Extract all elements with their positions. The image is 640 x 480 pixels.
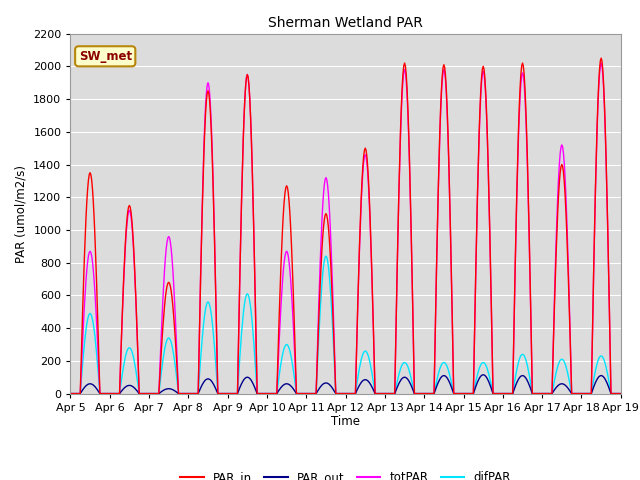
Y-axis label: PAR (umol/m2/s): PAR (umol/m2/s) bbox=[15, 165, 28, 263]
PAR_out bbox=[616, 391, 624, 396]
PAR_in bbox=[213, 351, 221, 357]
PAR_out bbox=[246, 376, 253, 382]
totPAR bbox=[564, 266, 572, 272]
Legend: PAR_in, PAR_out, totPAR, difPAR: PAR_in, PAR_out, totPAR, difPAR bbox=[175, 466, 516, 480]
PAR_in bbox=[616, 391, 624, 396]
difPAR bbox=[213, 379, 221, 384]
PAR_out bbox=[565, 387, 573, 393]
PAR_out bbox=[530, 391, 538, 396]
totPAR bbox=[616, 391, 624, 396]
PAR_in bbox=[82, 216, 90, 221]
Line: totPAR: totPAR bbox=[70, 63, 620, 394]
PAR_in bbox=[564, 276, 572, 282]
Line: PAR_in: PAR_in bbox=[70, 58, 620, 394]
totPAR bbox=[246, 96, 253, 102]
difPAR bbox=[565, 378, 573, 384]
difPAR bbox=[82, 327, 90, 333]
PAR_in bbox=[156, 376, 163, 382]
Line: PAR_out: PAR_out bbox=[70, 375, 620, 394]
PAR_out bbox=[479, 372, 487, 378]
Text: SW_met: SW_met bbox=[79, 50, 132, 63]
difPAR bbox=[67, 391, 74, 396]
difPAR bbox=[530, 391, 538, 396]
PAR_in bbox=[529, 391, 537, 396]
PAR_in bbox=[246, 96, 253, 102]
Title: Sherman Wetland PAR: Sherman Wetland PAR bbox=[268, 16, 423, 30]
PAR_out bbox=[213, 389, 221, 395]
difPAR bbox=[616, 391, 624, 396]
totPAR bbox=[529, 391, 537, 396]
PAR_in bbox=[597, 55, 605, 61]
PAR_out bbox=[156, 390, 163, 396]
totPAR bbox=[82, 278, 90, 284]
totPAR bbox=[213, 350, 221, 356]
PAR_out bbox=[82, 383, 90, 389]
totPAR bbox=[156, 370, 163, 376]
PAR_in bbox=[67, 391, 74, 396]
difPAR bbox=[156, 384, 163, 389]
Line: difPAR: difPAR bbox=[70, 256, 620, 394]
totPAR bbox=[67, 391, 74, 396]
X-axis label: Time: Time bbox=[331, 415, 360, 429]
difPAR bbox=[322, 253, 330, 259]
PAR_out bbox=[67, 391, 74, 396]
totPAR bbox=[597, 60, 605, 66]
difPAR bbox=[246, 299, 253, 304]
